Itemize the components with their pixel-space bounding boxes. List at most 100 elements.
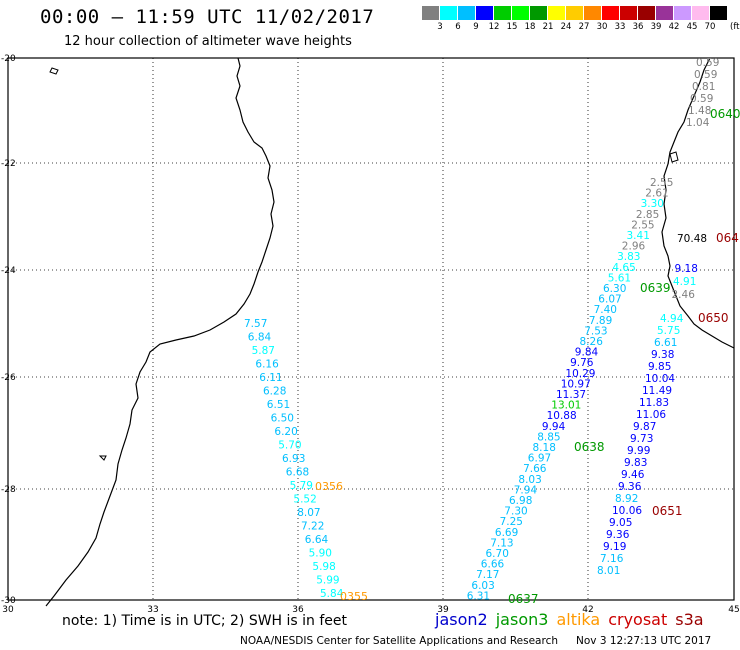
- color-scale-label: 3: [437, 22, 443, 32]
- x-tick-label: 39: [437, 605, 449, 615]
- wave-height-value: 9.94: [542, 421, 566, 433]
- color-cell: [422, 6, 440, 20]
- color-scale-label: 9: [473, 22, 479, 32]
- color-scale-label: 6: [455, 22, 461, 32]
- wave-height-value: 5.87: [252, 345, 275, 357]
- map-frame: [7, 57, 735, 601]
- wave-height-value: 10.88: [547, 410, 577, 422]
- wave-height-value: 6.51: [267, 399, 290, 411]
- map-title: 00:00 – 11:59 UTC 11/02/2017: [40, 6, 375, 28]
- legend-row: note: 1) Time is in UTC; 2) SWH is in fe…: [62, 610, 712, 629]
- track-time-label: 0356: [315, 480, 343, 493]
- wave-height-value: 6.69: [495, 527, 518, 539]
- wave-height-value: 7.25: [500, 516, 523, 528]
- wave-height-value: 5.84: [320, 588, 344, 600]
- wave-height-value: 8.01: [597, 565, 620, 577]
- wave-height-value: 70.48: [677, 233, 707, 245]
- track-time-label: 0638: [574, 440, 605, 454]
- color-cell: [494, 6, 512, 20]
- legend-note: note: 1) Time is in UTC; 2) SWH is in fe…: [62, 613, 348, 629]
- wave-height-value: 11.06: [636, 409, 666, 421]
- wave-height-value: 10.04: [645, 373, 675, 385]
- wave-height-value: 6.31: [467, 590, 490, 602]
- wave-height-value: 4.91: [673, 276, 696, 288]
- wave-height-value: 9.38: [651, 349, 674, 361]
- color-cell: [584, 6, 602, 20]
- x-tick-label: 36: [292, 605, 304, 615]
- color-cell: [512, 6, 530, 20]
- wave-height-value: 6.03: [471, 580, 494, 592]
- x-tick-label: 42: [582, 605, 593, 615]
- coastline: [45, 57, 735, 607]
- color-scale-label: 12: [488, 22, 500, 32]
- wave-height-value: 8.18: [533, 442, 556, 454]
- wave-height-value: 6.66: [481, 559, 505, 571]
- track-time-label: 0639: [640, 281, 671, 295]
- wave-height-value: 6.07: [598, 294, 621, 306]
- legend-altika: altika: [556, 610, 601, 629]
- wave-height-value: 6.20: [274, 426, 297, 438]
- wave-height-labels: 7.57 6.845.87 6.166.11 6.286.51 6.506.20 5.70…: [244, 57, 740, 606]
- color-cell: [548, 6, 566, 20]
- wave-height-value: 6.68: [286, 467, 309, 479]
- color-cell: [656, 6, 674, 20]
- wave-height-value: 9.19: [603, 541, 626, 553]
- color-scale-bar: [422, 6, 728, 20]
- wave-height-value: 7.16: [600, 553, 624, 565]
- wave-height-value: 7.40: [594, 304, 617, 316]
- wave-height-value: 7.94: [514, 484, 538, 496]
- wave-height-value: 4.65: [612, 262, 635, 274]
- wave-height-value: 5.70: [278, 440, 301, 452]
- wave-height-value: 8.92: [615, 493, 638, 505]
- wave-height-value: 2.96: [622, 241, 646, 253]
- color-scale-labels: 3 6 9 12 15 18 21 24 27 30 33 36 39 42 45 70: [422, 22, 719, 32]
- legend-cryosat: cryosat: [608, 610, 668, 629]
- wave-height-value: 3.83: [617, 251, 640, 263]
- madagascar-coastline: [661, 57, 735, 349]
- island-small: [669, 151, 679, 163]
- x-tick-label: 30: [2, 605, 14, 615]
- wave-height-value: 9.73: [630, 433, 653, 445]
- wave-height-value: 4.94: [660, 313, 684, 325]
- color-scale-label: 39: [650, 22, 662, 32]
- color-cell: [476, 6, 494, 20]
- map-subtitle: 12 hour collection of altimeter wave hei…: [64, 34, 352, 49]
- wave-height-value: 5.90: [309, 548, 332, 560]
- track-time-label: 0640: [710, 107, 740, 121]
- wave-height-value: 3.41: [627, 230, 650, 242]
- map-gridlines: [8, 58, 734, 600]
- wave-height-value: 7.57: [244, 318, 267, 330]
- wave-height-value: 6.97: [528, 453, 551, 465]
- y-tick-label: -28: [1, 485, 16, 495]
- wave-height-value: 6.93: [282, 453, 305, 465]
- color-scale-label: 42: [668, 22, 680, 32]
- wave-height-value: 7.13: [490, 537, 513, 549]
- wave-height-value: 9.05: [609, 517, 632, 529]
- wave-height-value: 8.26: [580, 336, 604, 348]
- axis-tick-labels: 30 33 36 39 42 45 -20 -22 -24 -26 -28 -30: [1, 54, 740, 615]
- color-cell: [674, 6, 692, 20]
- wave-height-value: 7.53: [584, 325, 607, 337]
- wave-height-value: 6.61: [654, 337, 677, 349]
- wave-height-value: 5.99: [316, 575, 339, 587]
- wave-height-value: 2.61: [645, 188, 668, 200]
- wave-height-value: 11.49: [642, 385, 672, 397]
- color-scale-label: 21: [542, 22, 554, 32]
- wave-height-value: 9.83: [624, 457, 647, 469]
- color-scale-label: 36: [632, 22, 644, 32]
- wave-height-value: 0.59: [690, 93, 713, 105]
- wave-height-value: 11.83: [639, 397, 669, 409]
- wave-height-value: 2.46: [672, 289, 696, 301]
- wave-height-value: 9.76: [570, 357, 594, 369]
- color-scale-label: 18: [524, 22, 536, 32]
- wave-height-value: 7.22: [301, 521, 324, 533]
- wave-height-value: 6.28: [263, 386, 286, 398]
- track-time-label: 0355: [340, 590, 368, 603]
- color-cell: [566, 6, 584, 20]
- wave-height-value: 2.85: [636, 209, 659, 221]
- wave-height-value: 9.18: [675, 263, 698, 275]
- wave-height-value: 5.98: [312, 561, 335, 573]
- color-scale-label: 27: [578, 22, 590, 32]
- wave-height-value: 8.85: [537, 431, 560, 443]
